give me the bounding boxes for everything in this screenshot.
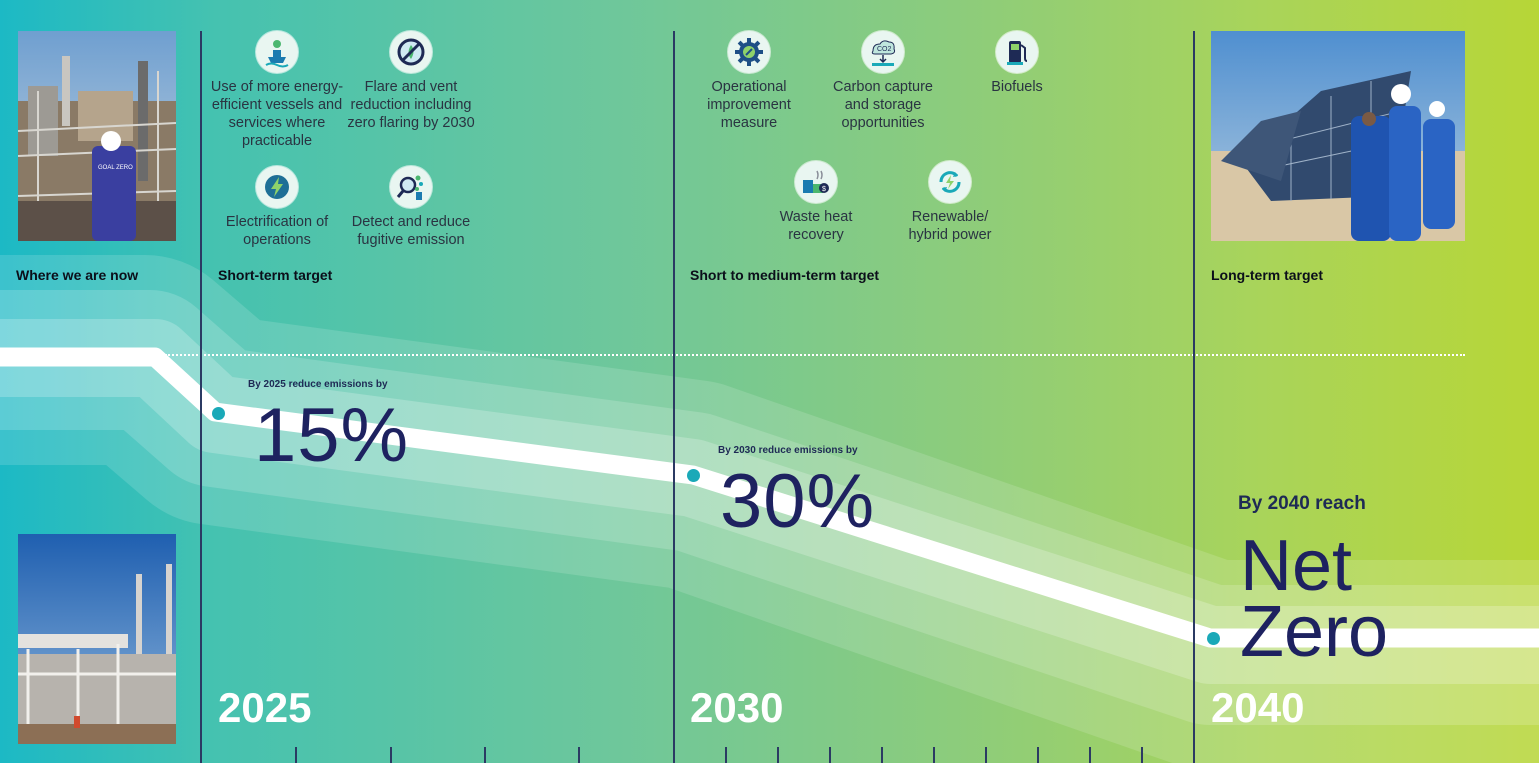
heat-recovery-icon: $	[795, 161, 837, 203]
renewable-cycle-icon	[929, 161, 971, 203]
no-flare-icon	[390, 31, 432, 73]
goal-zero-badge: GOAL ZERO	[98, 165, 133, 171]
divider-2040	[1193, 31, 1195, 763]
milestone-value-2040-line2: Zero	[1240, 592, 1389, 672]
initiative-label-waste-heat: Waste heat recovery	[779, 209, 853, 243]
magnifier-emission-icon	[390, 166, 432, 208]
milestone-value-2040-line1: Net	[1240, 526, 1353, 606]
milestone-value-2030: 30%	[720, 459, 876, 544]
year-label-2025: 2025	[218, 684, 312, 731]
initiative-label-electrification: Electrification of operations	[225, 214, 329, 248]
initiative-label-operational: Operational improvement measure	[707, 79, 791, 131]
timeline-tick	[777, 747, 779, 763]
year-label-2030: 2030	[690, 684, 784, 731]
timeline-tick	[725, 747, 727, 763]
timeline-tick	[295, 747, 297, 763]
milestone-marker-2040	[1207, 632, 1220, 645]
initiative-label-fugitive: Detect and reduce fugitive emission	[351, 214, 471, 248]
timeline-tick	[390, 747, 392, 763]
vessel-icon	[256, 31, 298, 73]
milestone-marker-2030	[687, 469, 700, 482]
section-label-now: Where we are now	[16, 267, 139, 283]
milestone-marker-2025	[212, 407, 225, 420]
timeline-tick	[1141, 747, 1143, 763]
lightning-icon	[256, 166, 298, 208]
divider-2030	[673, 31, 675, 763]
initiative-label-vessels: Use of more energy-efficient vessels and…	[210, 79, 344, 149]
photo-gas-plant	[18, 534, 176, 744]
timeline-tick	[985, 747, 987, 763]
year-label-2040: 2040	[1211, 684, 1305, 731]
section-label-medium-term: Short to medium-term target	[690, 267, 880, 283]
section-label-short-term: Short-term target	[218, 267, 333, 283]
timeline-tick	[578, 747, 580, 763]
svg-text:$: $	[822, 186, 826, 193]
photo-solar-panels	[1211, 31, 1465, 241]
timeline-tick	[484, 747, 486, 763]
divider-2025	[200, 31, 202, 763]
milestone-lead-2030: By 2030 reduce emissions by	[718, 445, 858, 456]
initiative-label-ccs: Carbon capture and storage opportunities	[833, 79, 933, 131]
initiative-label-renewable: Renewable/ hybrid power	[908, 209, 992, 243]
co2-cloud-icon: CO2	[862, 31, 904, 73]
timeline-tick	[1037, 747, 1039, 763]
co2-badge: CO2	[877, 46, 892, 53]
timeline-tick	[1089, 747, 1091, 763]
gear-icon	[728, 31, 770, 73]
timeline-tick	[933, 747, 935, 763]
baseline-dotted-line	[165, 354, 1465, 356]
milestone-lead-2040: By 2040 reach	[1238, 493, 1366, 514]
initiative-label-biofuels: Biofuels	[991, 79, 1043, 95]
fuel-pump-icon	[996, 31, 1038, 73]
pathway-line	[0, 347, 1539, 648]
timeline-tick	[829, 747, 831, 763]
timeline-tick	[881, 747, 883, 763]
section-label-long-term: Long-term target	[1211, 267, 1323, 283]
milestone-lead-2025: By 2025 reduce emissions by	[248, 379, 388, 390]
milestone-value-2025: 15%	[254, 393, 410, 478]
photo-plant-worker: GOAL ZERO	[18, 31, 176, 241]
initiative-label-flare: Flare and vent reduction including zero …	[347, 79, 475, 131]
